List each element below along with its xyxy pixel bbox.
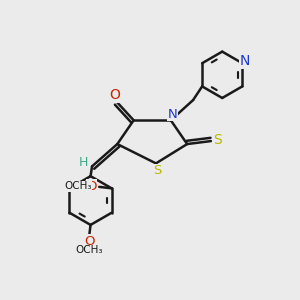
Text: O: O	[109, 88, 120, 102]
Text: O: O	[86, 180, 97, 193]
Text: N: N	[167, 108, 177, 121]
Text: O: O	[84, 235, 94, 248]
Text: N: N	[240, 54, 250, 68]
Text: S: S	[153, 164, 162, 177]
Text: S: S	[213, 134, 222, 148]
Text: OCH₃: OCH₃	[64, 181, 92, 191]
Text: OCH₃: OCH₃	[75, 245, 103, 255]
Text: H: H	[78, 156, 88, 169]
